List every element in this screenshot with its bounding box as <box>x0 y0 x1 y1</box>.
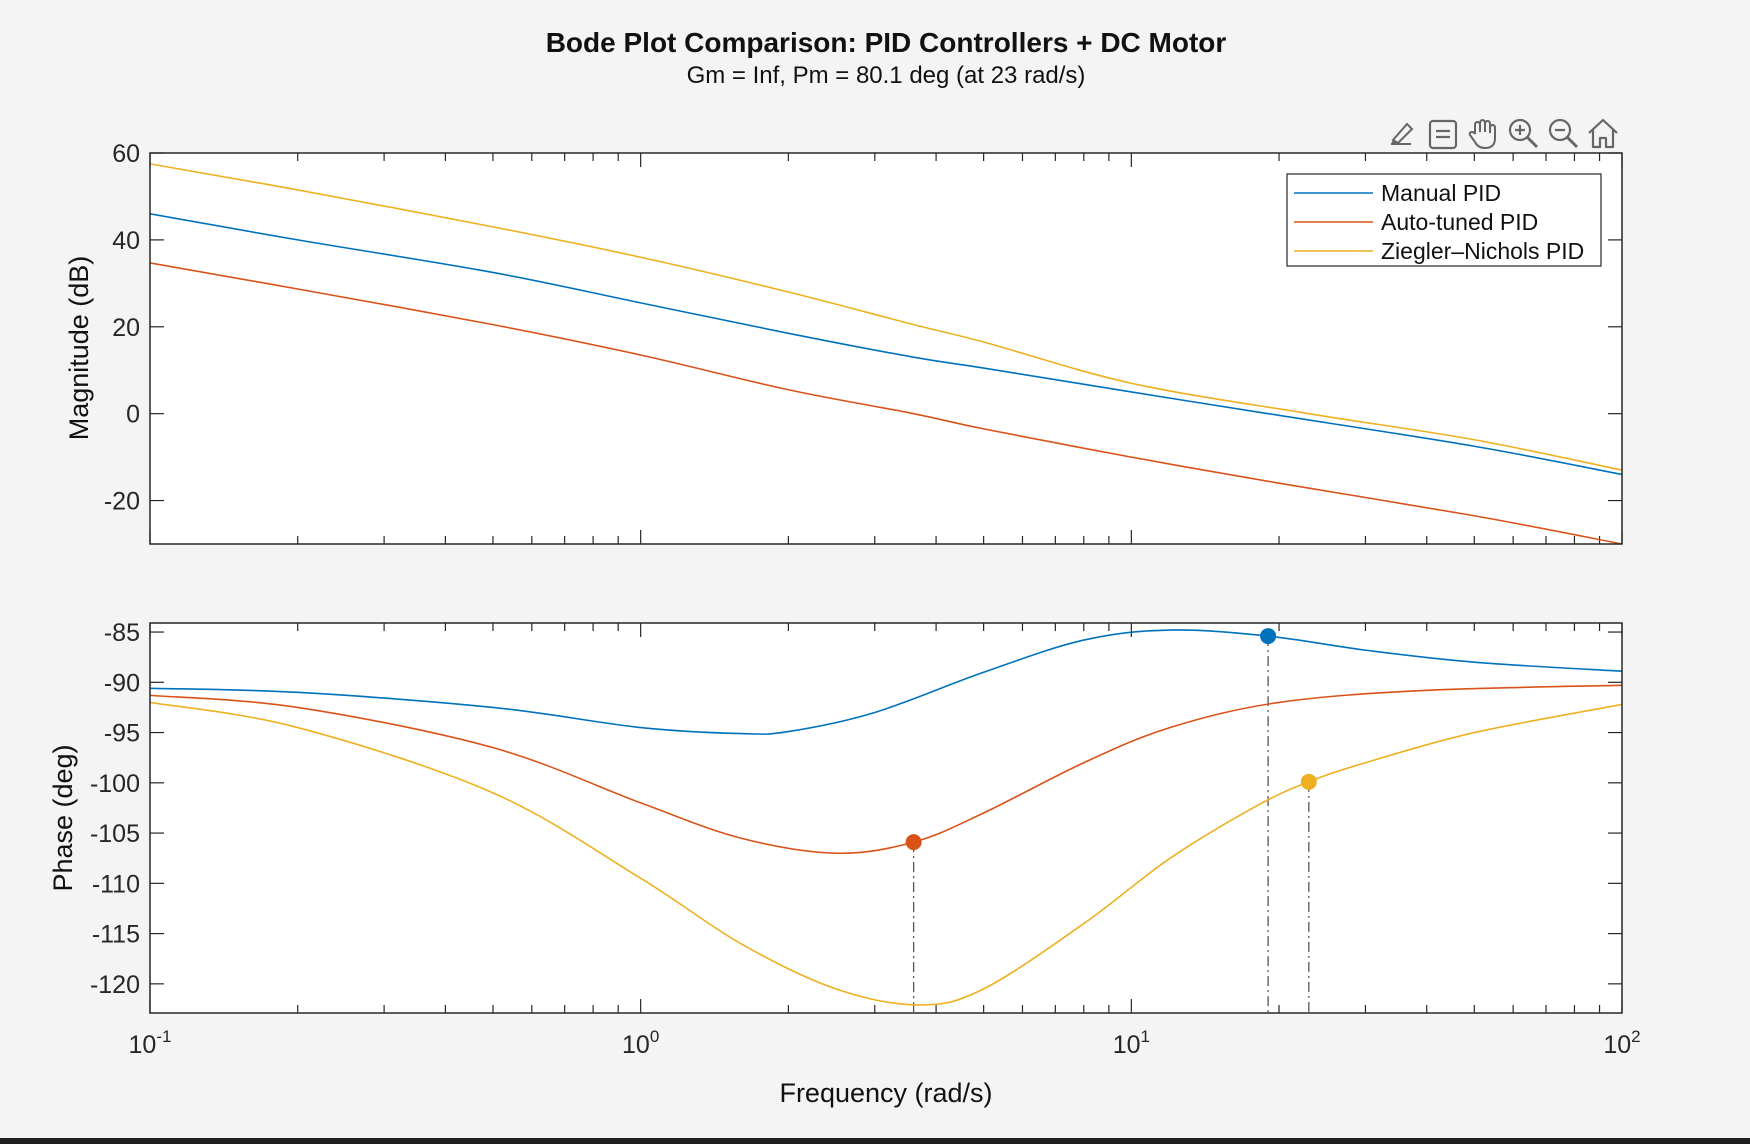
figure-title: Bode Plot Comparison: PID Controllers + … <box>546 27 1227 58</box>
y-tick-label: -120 <box>90 971 140 999</box>
magnitude-axes[interactable]: -20 0 20 40 60 Magnitude (dB) Manual PID Auto… <box>64 140 1623 545</box>
data-tips-icon[interactable] <box>1426 116 1460 150</box>
y-tick-label: 60 <box>112 140 140 168</box>
phase-axes[interactable]: -120 -115 -110 -105 -100 -95 -90 -85 10-1 100 101… <box>48 619 1641 1108</box>
y-tick-label: 0 <box>126 401 140 429</box>
phase-ytick-labels: -120 -115 -110 -105 -100 -95 -90 -85 <box>90 619 140 999</box>
y-tick-label: -110 <box>92 870 140 898</box>
phase-axes-box <box>149 622 1623 1014</box>
y-tick-label: -105 <box>90 820 140 848</box>
magnitude-ylabel: Magnitude (dB) <box>64 256 94 441</box>
x-tick-label: 101 <box>1113 1027 1150 1059</box>
y-tick-label: -85 <box>104 619 140 647</box>
x-tick-label: 100 <box>622 1027 659 1059</box>
zoom-out-icon[interactable] <box>1546 116 1580 150</box>
background-strip <box>0 1138 1750 1144</box>
series-line-manual-pid <box>150 213 1622 476</box>
magnitude-ytick-labels: -20 0 20 40 60 <box>104 140 140 516</box>
y-tick-label: -115 <box>92 921 140 949</box>
margin-marker-dot[interactable] <box>905 834 922 851</box>
phase-plot-area <box>150 623 1622 1013</box>
home-icon[interactable] <box>1586 116 1620 150</box>
frequency-xlabel: Frequency (rad/s) <box>779 1078 992 1108</box>
phase-ylabel: Phase (deg) <box>48 744 78 891</box>
x-tick-label: 102 <box>1603 1027 1640 1059</box>
legend-entry: Auto-tuned PID <box>1381 209 1538 235</box>
phase-ticks <box>149 623 1623 1013</box>
phase-margin-dots[interactable] <box>905 628 1317 851</box>
frequency-tick-labels: 10-1 100 101 102 <box>129 1027 1641 1059</box>
series-line-ziegler-nichols-pid <box>150 163 1622 471</box>
series-line-auto-tuned-pid <box>150 262 1622 544</box>
legend-entry: Ziegler–Nichols PID <box>1381 238 1584 264</box>
series-line-ziegler-nichols-pid <box>150 701 1622 1006</box>
y-tick-label: -100 <box>90 770 140 798</box>
series-line-manual-pid <box>150 629 1622 735</box>
magnitude-ticks <box>149 152 1623 544</box>
margin-marker-dot[interactable] <box>1260 628 1277 645</box>
pan-icon[interactable] <box>1466 116 1500 150</box>
axes-toolbar <box>1385 116 1620 150</box>
y-tick-label: 20 <box>112 314 140 342</box>
legend[interactable]: Manual PID Auto-tuned PID Ziegler–Nichols … <box>1286 173 1602 267</box>
x-tick-label: 10-1 <box>129 1027 172 1059</box>
zoom-in-icon[interactable] <box>1506 116 1540 150</box>
y-tick-label: -95 <box>104 720 140 748</box>
y-tick-label: 40 <box>112 227 140 255</box>
y-tick-label: -90 <box>104 669 140 697</box>
y-tick-label: -20 <box>104 488 140 516</box>
margin-marker-dot[interactable] <box>1300 773 1317 790</box>
brush-icon[interactable] <box>1385 116 1419 150</box>
magnitude-axes-box <box>149 152 1623 545</box>
phase-margin-markers <box>912 636 1310 1013</box>
magnitude-lines <box>150 163 1622 544</box>
legend-entry: Manual PID <box>1381 180 1501 206</box>
figure-subtitle: Gm = Inf, Pm = 80.1 deg (at 23 rad/s) <box>687 62 1086 89</box>
